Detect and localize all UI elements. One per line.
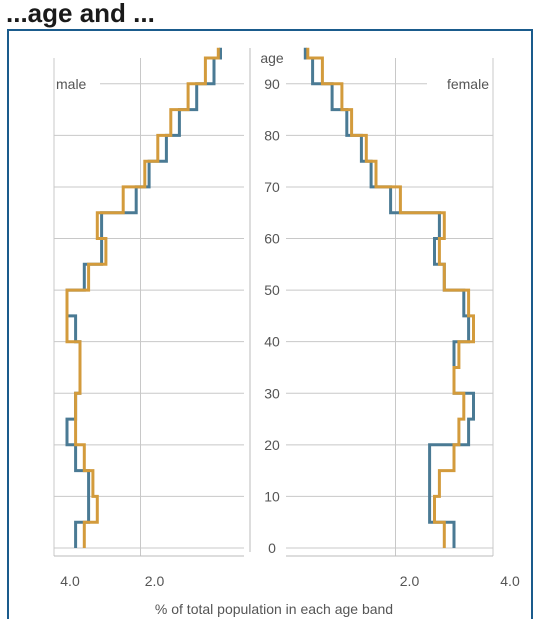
series-female-3 [306, 47, 475, 548]
age-tick-label: 80 [264, 127, 280, 143]
x-tick-label: 4.0 [60, 573, 80, 589]
label-layer: age male female % of total population in… [56, 50, 489, 617]
x-tick-label: 4.0 [500, 573, 520, 589]
age-tick-label: 60 [264, 231, 280, 247]
chart-title: ...age and ... [6, 0, 155, 28]
series-male-0 [65, 47, 222, 548]
age-tick-label: 0 [268, 540, 276, 556]
x-tick-label: 2.0 [400, 573, 420, 589]
frame-border [7, 29, 533, 619]
y-axis-label: age [260, 50, 284, 66]
age-tick-label: 30 [264, 385, 280, 401]
age-tick-label: 40 [264, 334, 280, 350]
x-tick-label: 2.0 [145, 573, 165, 589]
tick-layer: 0 10 20 30 40 50 60 70 80 90 4.0 2.0 2.0 4.0 [60, 76, 520, 589]
age-tick-label: 50 [264, 282, 280, 298]
series-layer [65, 47, 475, 548]
age-tick-label: 70 [264, 179, 280, 195]
age-tick-label: 20 [264, 437, 280, 453]
series-male-1 [65, 47, 220, 548]
male-label: male [56, 76, 87, 92]
age-tick-label: 90 [264, 76, 280, 92]
x-axis-label: % of total population in each age band [155, 601, 393, 617]
female-label: female [447, 76, 489, 92]
age-tick-label: 10 [264, 488, 280, 504]
series-female-2 [303, 47, 475, 548]
